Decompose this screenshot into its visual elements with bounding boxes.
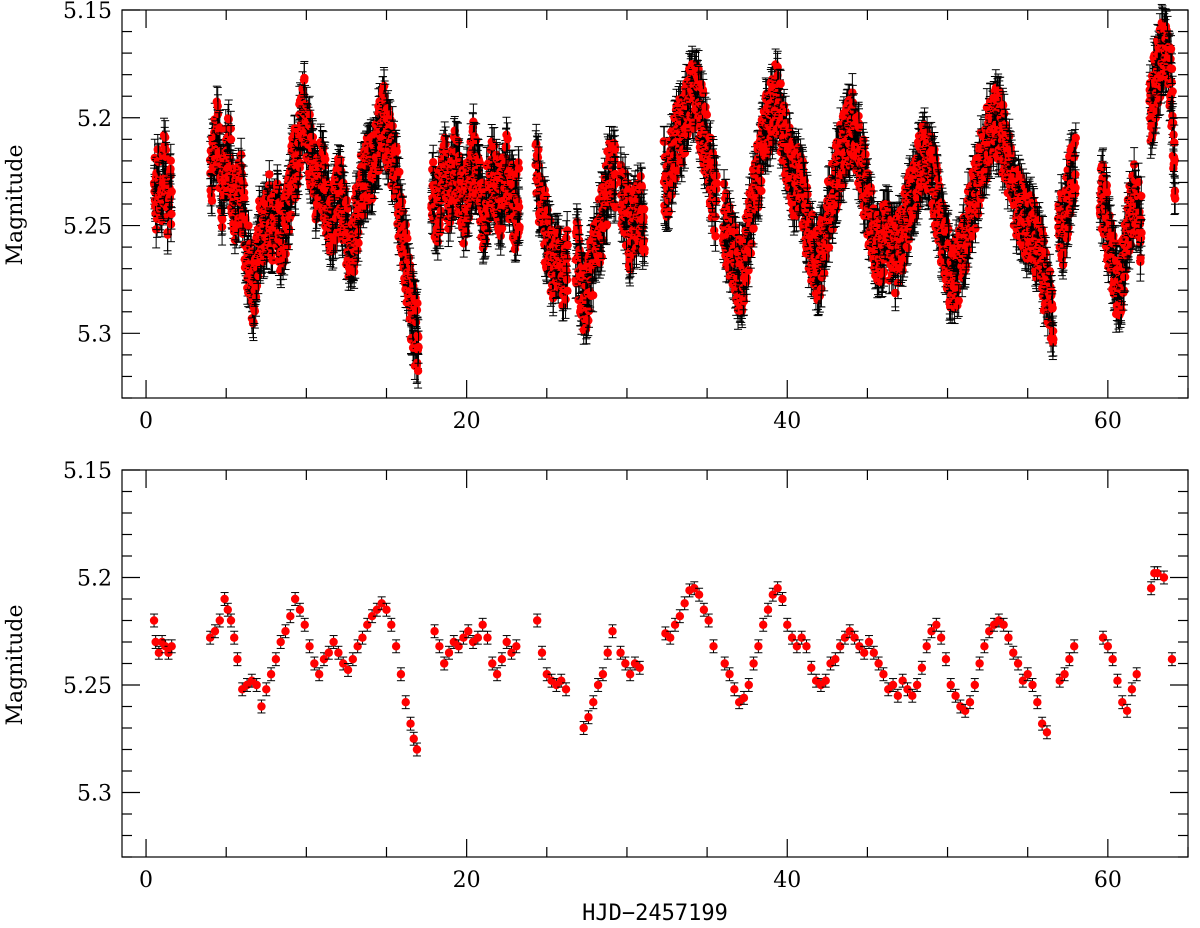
- data-point: [395, 167, 404, 177]
- data-point: [321, 154, 330, 164]
- data-point: [342, 196, 352, 205]
- data-point: [305, 110, 314, 119]
- data-point: [240, 194, 249, 203]
- data-point: [336, 155, 345, 164]
- data-point: [247, 247, 256, 256]
- data-point: [160, 133, 170, 142]
- data-point: [226, 135, 236, 144]
- data-point: [397, 197, 407, 206]
- data-point: [207, 196, 217, 206]
- data-point: [471, 136, 481, 145]
- data-point: [281, 249, 290, 259]
- data-point: [246, 239, 255, 248]
- data-point: [167, 187, 176, 196]
- data-point: [286, 210, 296, 219]
- data-point: [265, 170, 274, 179]
- data-point: [213, 109, 223, 119]
- top-panel-points: [149, 3, 1180, 389]
- data-point: [224, 115, 233, 124]
- data-point: [404, 253, 414, 262]
- data-point: [388, 121, 397, 131]
- data-point: [433, 237, 443, 246]
- top-panel: 0 20 40 605.155.25.255.3 Magnitude: [3, 0, 1189, 434]
- data-point: [354, 238, 363, 248]
- data-point: [273, 184, 283, 193]
- data-point: [218, 215, 227, 224]
- data-point: [413, 366, 423, 376]
- data-point: [429, 158, 438, 167]
- data-point: [250, 306, 260, 316]
- data-point: [244, 221, 253, 230]
- data-point: [403, 234, 412, 243]
- data-point: [166, 156, 175, 165]
- data-point: [296, 158, 305, 168]
- data-point: [459, 239, 468, 248]
- data-point: [414, 342, 423, 352]
- data-point: [349, 267, 359, 276]
- data-point: [392, 147, 401, 156]
- data-point: [167, 209, 176, 219]
- data-point: [413, 299, 422, 308]
- data-point: [300, 73, 309, 83]
